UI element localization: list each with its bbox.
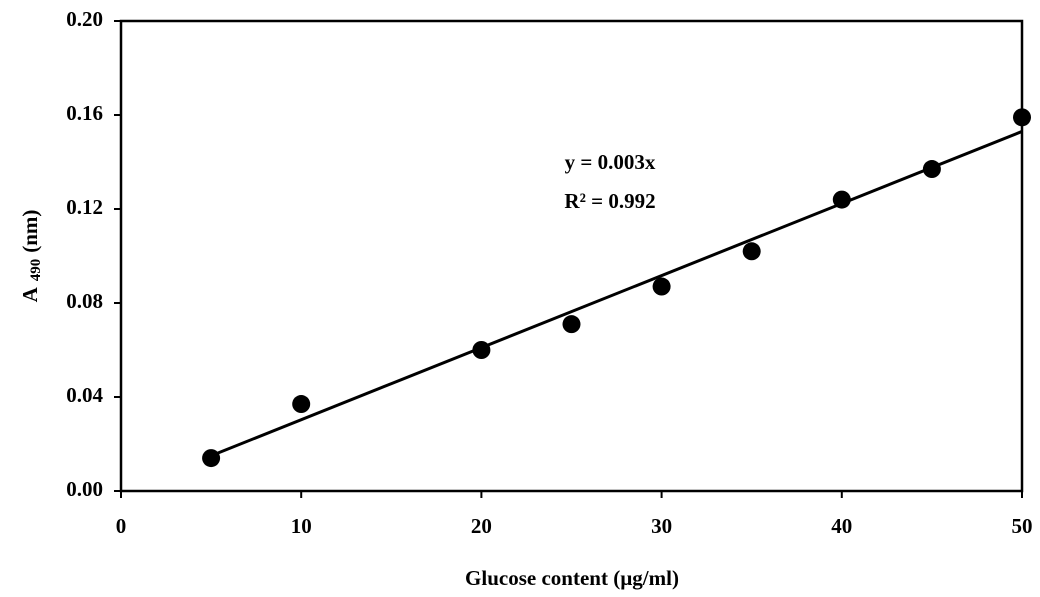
x-axis-title: Glucose content (µg/ml)	[465, 566, 679, 590]
data-point	[292, 395, 311, 414]
data-point	[832, 190, 851, 209]
x-tick-label: 20	[471, 514, 492, 538]
data-point	[472, 341, 491, 359]
r-squared: R² = 0.992	[564, 189, 655, 213]
y-tick-label: 0.08	[66, 289, 103, 313]
y-tick-label: 0.04	[66, 383, 103, 407]
data-point	[652, 277, 671, 296]
data-point	[742, 242, 761, 261]
y-tick-label: 0.16	[66, 101, 103, 125]
x-tick-label: 0	[116, 514, 127, 538]
data-point	[562, 315, 581, 334]
x-tick-label: 30	[651, 514, 672, 538]
y-axis-title-sub: 490	[28, 259, 44, 282]
x-tick-label: 10	[291, 514, 312, 538]
trendline	[210, 130, 1023, 458]
y-tick-label: 0.00	[66, 477, 103, 501]
y-axis-title-main: A	[18, 286, 42, 302]
y-axis-title-unit: (nm)	[18, 210, 42, 253]
y-tick-label: 0.12	[66, 195, 103, 219]
data-point	[922, 160, 941, 179]
y-tick-label: 0.20	[66, 7, 103, 31]
x-tick-label: 50	[1012, 514, 1033, 538]
equation: y = 0.003x	[565, 150, 656, 174]
x-tick-label: 40	[831, 514, 852, 538]
plot-frame	[119, 19, 1024, 493]
data-point	[202, 449, 221, 468]
y-axis-title: A 490 (nm)	[18, 210, 45, 303]
data-point	[1013, 108, 1031, 127]
